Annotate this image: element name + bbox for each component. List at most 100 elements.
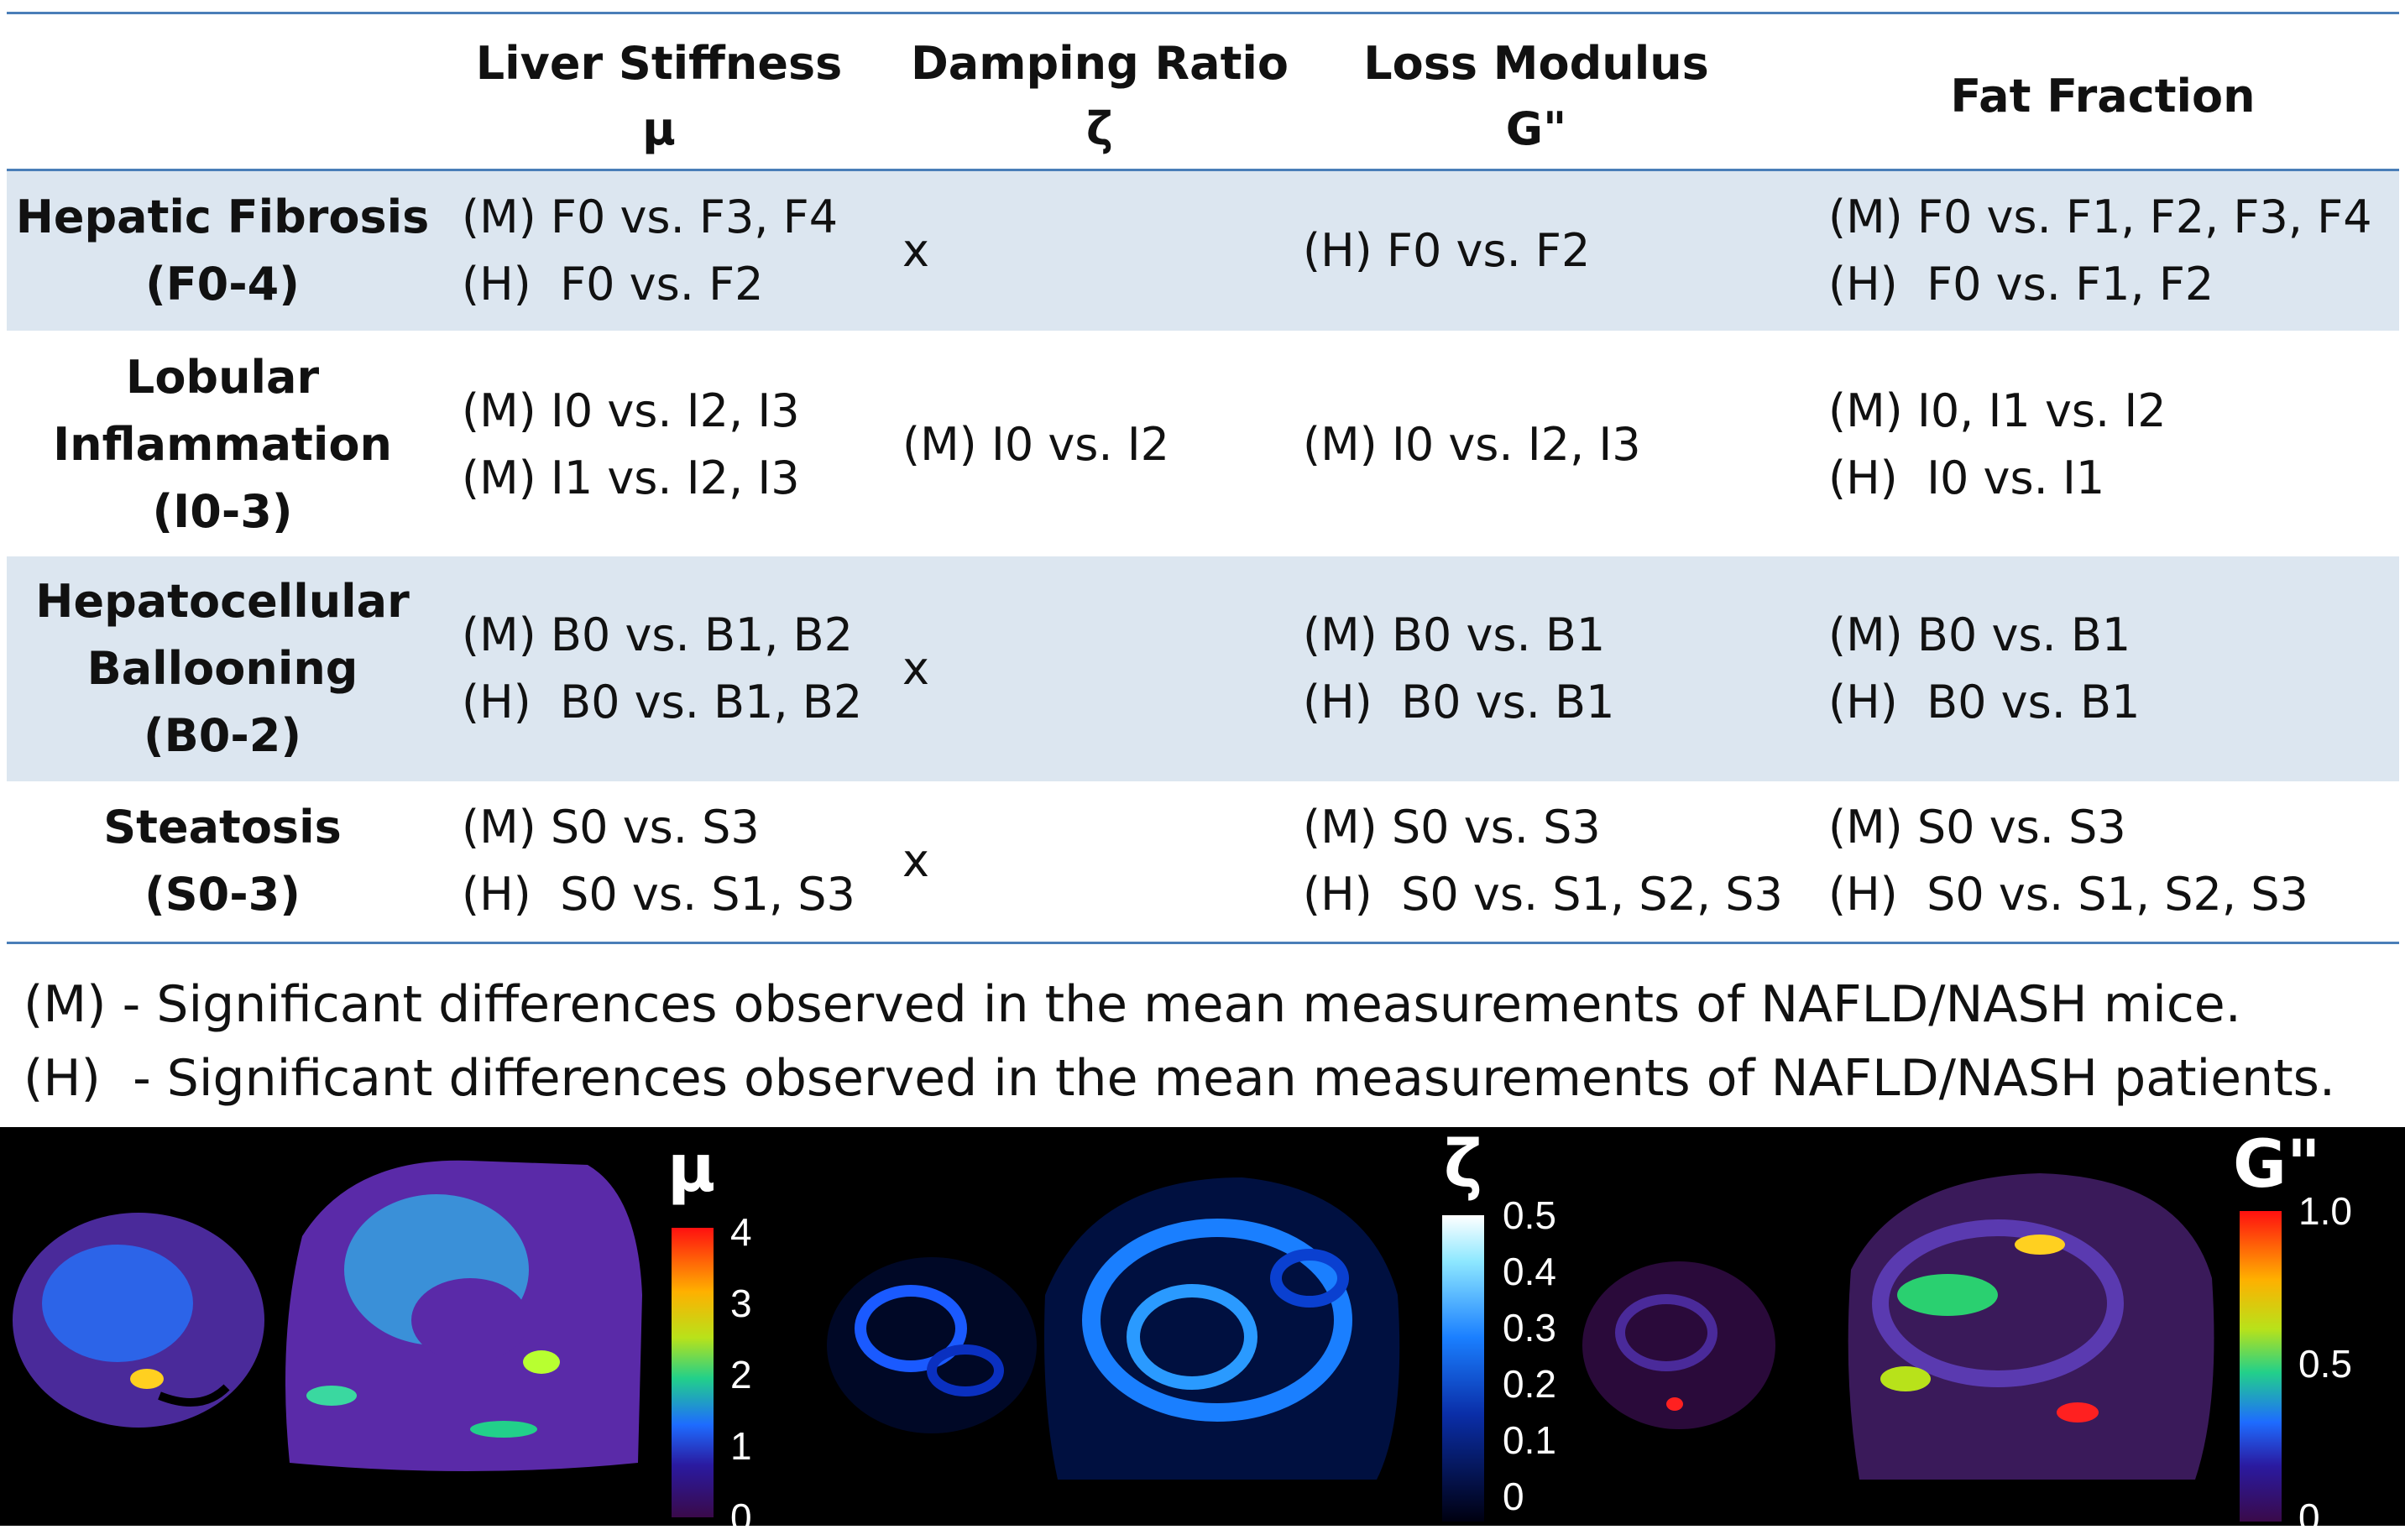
- row-label-line: Hepatocellular: [35, 575, 410, 628]
- cell-steatosis-stiffness: (M) S0 vs. S3 (H) S0 vs. S1, S3: [462, 781, 855, 941]
- loss-modulus-tick: 0: [2298, 1496, 2320, 1539]
- stiffness-tick: 0: [730, 1496, 752, 1539]
- header-liver-stiffness: Liver Stiffness μ: [437, 25, 881, 168]
- cell-ballooning-damping: x: [902, 556, 929, 781]
- cell-steatosis-fat: (M) S0 vs. S3 (H) S0 vs. S1, S2, S3: [1828, 781, 2308, 941]
- row-band-fibrosis: [7, 171, 2399, 331]
- damping-tick: 0: [1503, 1475, 1524, 1518]
- cell-fibrosis-loss: (H) F0 vs. F2: [1303, 171, 1590, 331]
- header-line2: μ: [642, 102, 676, 155]
- cell-inflammation-damping: (M) I0 vs. I2: [902, 332, 1169, 556]
- cell-line: x: [902, 642, 929, 695]
- table-top-rule: [7, 12, 2399, 14]
- damping-tick: 0.3: [1503, 1306, 1556, 1349]
- cell-line: (M) I1 vs. I2, I3: [462, 451, 800, 504]
- loss-modulus-map-human: [1848, 1173, 2214, 1480]
- row-label-line: Ballooning: [86, 642, 358, 695]
- row-label-hepatic-fibrosis: Hepatic Fibrosis (F0-4): [8, 171, 437, 331]
- header-line2: ζ: [1086, 102, 1113, 155]
- mre-maps-svg: [13, 1160, 2282, 1522]
- header-line2: G": [1505, 102, 1567, 155]
- damping-map-mouse: [827, 1257, 1037, 1433]
- cell-line: (H) B0 vs. B1, B2: [462, 676, 863, 728]
- cell-line: (M) I0 vs. I2: [902, 417, 1170, 471]
- cell-line: (H) B0 vs. B1: [1828, 676, 2141, 728]
- cell-line: (M) S0 vs. S3: [1828, 801, 2126, 854]
- cell-line: (M) B0 vs. B1, B2: [462, 608, 854, 661]
- cell-line: x: [902, 834, 929, 887]
- damping-colorbar: [1442, 1215, 1484, 1522]
- loss-modulus-tick: 0.5: [2298, 1342, 2352, 1386]
- damping-tick: 0.4: [1503, 1250, 1556, 1293]
- header-line1: Fat Fraction: [1950, 70, 2256, 123]
- header-loss-modulus: Loss Modulus G": [1318, 25, 1754, 168]
- header-damping-ratio: Damping Ratio ζ: [881, 25, 1318, 168]
- cell-line: x: [902, 224, 929, 277]
- damping-tick: 0.5: [1503, 1193, 1556, 1237]
- cell-line: (M) F0 vs. F1, F2, F3, F4: [1828, 191, 2372, 243]
- cell-inflammation-loss: (M) I0 vs. I2, I3: [1303, 332, 1641, 556]
- table-header-rule: [7, 169, 2399, 171]
- cell-line: (M) S0 vs. S3: [462, 801, 760, 854]
- stiffness-map-human: [285, 1160, 642, 1471]
- header-fat-fraction: Fat Fraction: [1813, 25, 2392, 168]
- mre-image-strip: μ 4 3 2 1 0 ζ 0.5 0.4 0.3 0.2 0.1 0 G" 1…: [0, 1127, 2405, 1539]
- footnote-patients: (H) - Significant differences observed i…: [24, 1049, 2335, 1108]
- stiffness-tick: 3: [730, 1282, 752, 1325]
- loss-modulus-map-mouse: [1582, 1261, 1775, 1429]
- cell-fibrosis-stiffness: (M) F0 vs. F3, F4 (H) F0 vs. F2: [462, 171, 838, 331]
- cell-line: (H) F0 vs. F2: [1303, 224, 1591, 277]
- cell-line: (H) S0 vs. S1, S2, S3: [1303, 868, 1783, 921]
- stiffness-tick: 1: [730, 1424, 752, 1468]
- cell-ballooning-loss: (M) B0 vs. B1 (H) B0 vs. B1: [1303, 556, 1614, 781]
- cell-fibrosis-damping: x: [902, 171, 929, 331]
- stiffness-colorbar-symbol: μ: [667, 1131, 716, 1207]
- cell-steatosis-loss: (M) S0 vs. S3 (H) S0 vs. S1, S2, S3: [1303, 781, 1783, 941]
- row-label-line: Steatosis: [103, 801, 342, 854]
- row-label-lobular-inflammation: Lobular Inflammation (I0-3): [8, 332, 437, 556]
- row-label-line: Lobular: [125, 350, 320, 404]
- loss-modulus-colorbar-symbol: G": [2233, 1127, 2321, 1203]
- stiffness-tick: 2: [730, 1353, 752, 1396]
- row-label-line: (F0-4): [145, 258, 300, 311]
- header-line1: Damping Ratio: [910, 37, 1289, 90]
- cell-line: (H) I0 vs. I1: [1828, 451, 2105, 504]
- cell-line: (H) F0 vs. F2: [462, 258, 764, 311]
- row-label-line: (I0-3): [152, 484, 293, 538]
- cell-line: (M) B0 vs. B1: [1303, 608, 1606, 661]
- row-label-line: Inflammation: [53, 417, 392, 471]
- stiffness-colorbar: [672, 1228, 714, 1517]
- row-label-line: (S0-3): [144, 868, 301, 921]
- header-line1: Liver Stiffness: [475, 37, 843, 90]
- damping-tick: 0.1: [1503, 1418, 1556, 1462]
- row-label-line: (B0-2): [143, 709, 302, 762]
- cell-inflammation-fat: (M) I0, I1 vs. I2 (H) I0 vs. I1: [1828, 332, 2167, 556]
- header-line1: Loss Modulus: [1363, 37, 1709, 90]
- cell-line: (H) S0 vs. S1, S3: [462, 868, 855, 921]
- cell-ballooning-stiffness: (M) B0 vs. B1, B2 (H) B0 vs. B1, B2: [462, 556, 862, 781]
- loss-modulus-colorbar: [2240, 1211, 2282, 1522]
- cell-fibrosis-fat: (M) F0 vs. F1, F2, F3, F4 (H) F0 vs. F1,…: [1828, 171, 2372, 331]
- damping-map-human: [1044, 1177, 1400, 1480]
- loss-modulus-tick: 1.0: [2298, 1189, 2352, 1233]
- cell-line: (H) S0 vs. S1, S2, S3: [1828, 868, 2308, 921]
- row-label-steatosis: Steatosis (S0-3): [8, 781, 437, 941]
- stiffness-map-mouse: [13, 1213, 264, 1428]
- row-label-hepatocellular-ballooning: Hepatocellular Ballooning (B0-2): [8, 556, 437, 781]
- cell-line: (M) F0 vs. F3, F4: [462, 191, 839, 243]
- cell-line: (H) F0 vs. F1, F2: [1828, 258, 2214, 311]
- cell-line: (H) B0 vs. B1: [1303, 676, 1615, 728]
- damping-colorbar-symbol: ζ: [1444, 1127, 1483, 1203]
- footnote-mice: (M) - Significant differences observed i…: [24, 975, 2241, 1034]
- cell-inflammation-stiffness: (M) I0 vs. I2, I3 (M) I1 vs. I2, I3: [462, 332, 800, 556]
- cell-ballooning-fat: (M) B0 vs. B1 (H) B0 vs. B1: [1828, 556, 2140, 781]
- cell-steatosis-damping: x: [902, 781, 929, 941]
- cell-line: (M) I0 vs. I2, I3: [1303, 417, 1641, 471]
- row-band-ballooning: [7, 556, 2399, 781]
- cell-line: (M) I0 vs. I2, I3: [462, 384, 800, 437]
- row-label-line: Hepatic Fibrosis: [15, 191, 430, 243]
- cell-line: (M) S0 vs. S3: [1303, 801, 1601, 854]
- stiffness-tick: 4: [730, 1210, 752, 1254]
- cell-line: (M) B0 vs. B1: [1828, 608, 2131, 661]
- damping-tick: 0.2: [1503, 1362, 1556, 1406]
